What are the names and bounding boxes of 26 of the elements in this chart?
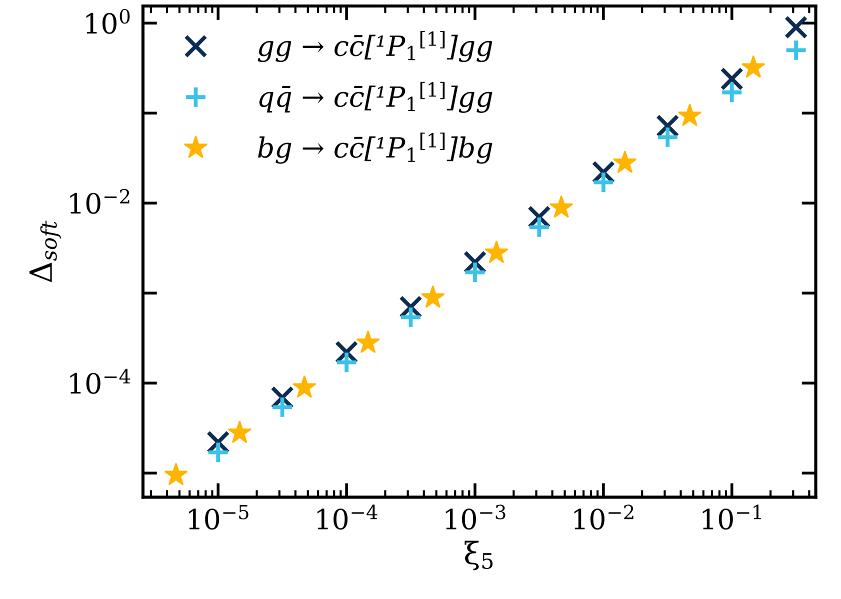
x-tick-label: 10$^{−3}$ xyxy=(446,504,506,530)
x-tick-label: 10$^{−5}$ xyxy=(189,504,248,530)
point xyxy=(784,16,808,39)
y-tick-label: 10$^{−2}$ xyxy=(70,188,130,214)
point xyxy=(656,114,680,138)
x-tick-label: 10$^{−2}$ xyxy=(574,504,634,530)
x-tick-label: 10$^{−1}$ xyxy=(702,504,761,530)
point xyxy=(720,80,744,104)
point xyxy=(656,126,680,149)
point xyxy=(528,216,551,239)
legend-label: gg → cc̄[¹P$_{1}$$^{[1]}$]gg xyxy=(258,30,492,62)
point xyxy=(270,396,294,419)
point xyxy=(334,350,358,374)
legend-label: bg → cc̄[¹P$_{1}$$^{[1]}$]bg xyxy=(258,132,492,164)
point xyxy=(399,306,422,329)
point xyxy=(592,170,616,194)
point xyxy=(206,440,230,464)
point xyxy=(720,67,744,91)
legend-label: qq̄ → cc̄[¹P$_{1}$$^{[1]}$]gg xyxy=(259,82,492,113)
x-axis-title: ξ$_{5}$ xyxy=(464,540,493,570)
y-tick-label: 10$^{−4}$ xyxy=(70,368,130,394)
point xyxy=(784,38,808,62)
x-tick-label: 10$^{−4}$ xyxy=(317,504,378,530)
y-tick-label: 10$^{0}$ xyxy=(86,8,130,34)
y-axis-title: Δ$_{soft}$ xyxy=(30,220,62,282)
point xyxy=(463,260,487,284)
